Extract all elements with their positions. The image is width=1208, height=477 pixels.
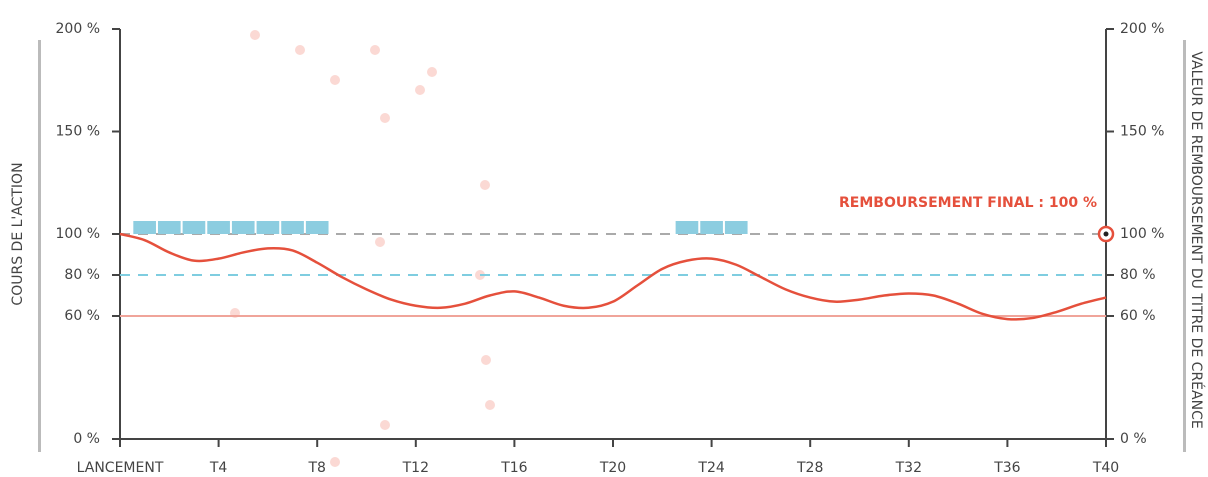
- x-tick-label: T12: [402, 460, 429, 476]
- x-tick-label: T36: [993, 460, 1020, 476]
- x-tick-label: T4: [209, 460, 228, 476]
- y-tick-label: 60 %: [64, 308, 100, 324]
- y2-tick-label: 60 %: [1120, 308, 1156, 324]
- coupon-marker: [305, 221, 329, 234]
- x-tick-label: T16: [500, 460, 527, 476]
- x-tick-label: T24: [697, 460, 724, 476]
- coupon-marker: [281, 221, 304, 234]
- y-tick-label: 150 %: [56, 124, 100, 140]
- x-tick-label: T8: [307, 460, 325, 476]
- y2-tick-label: 200 %: [1120, 21, 1164, 37]
- coupon-marker: [675, 221, 699, 234]
- coupon-marker: [157, 221, 181, 234]
- right-bar: [1183, 40, 1186, 452]
- coupon-marker: [207, 221, 230, 234]
- annotation: REMBOURSEMENT FINAL : 100 %: [839, 195, 1097, 211]
- coupon-marker: [256, 221, 280, 234]
- coupon-marker: [182, 221, 206, 234]
- left-bar: [38, 40, 41, 452]
- x-tick-label: T32: [895, 460, 922, 476]
- coupon-marker: [724, 221, 748, 234]
- coupon-marker: [700, 221, 723, 234]
- y-tick-label: 80 %: [64, 267, 100, 283]
- y2-axis-label: VALEUR DE REMBOURSEMENT DU TITRE DE CRÉA…: [1188, 51, 1205, 428]
- series-line: [119, 232, 1107, 321]
- y2-tick-label: 150 %: [1120, 124, 1164, 140]
- y2-tick-label: 80 %: [1120, 267, 1156, 283]
- y2-tick-label: 100 %: [1120, 226, 1164, 242]
- x-tick-label: T20: [599, 460, 626, 476]
- coupon-marker: [231, 221, 255, 234]
- y-tick-label: 100 %: [56, 226, 100, 242]
- final-marker-dot: [1103, 231, 1109, 237]
- y-tick-label: 0 %: [73, 431, 100, 447]
- x-tick-label: T28: [796, 460, 823, 476]
- coupon-marker: [133, 221, 156, 234]
- y-axis-label: COURS DE L'ACTION: [10, 162, 26, 305]
- x-tick-label: T40: [1092, 460, 1119, 476]
- y2-tick-label: 0 %: [1120, 431, 1147, 447]
- x-tick-label: LANCEMENT: [77, 460, 164, 476]
- y-tick-label: 200 %: [56, 21, 100, 37]
- decor: [230, 30, 495, 467]
